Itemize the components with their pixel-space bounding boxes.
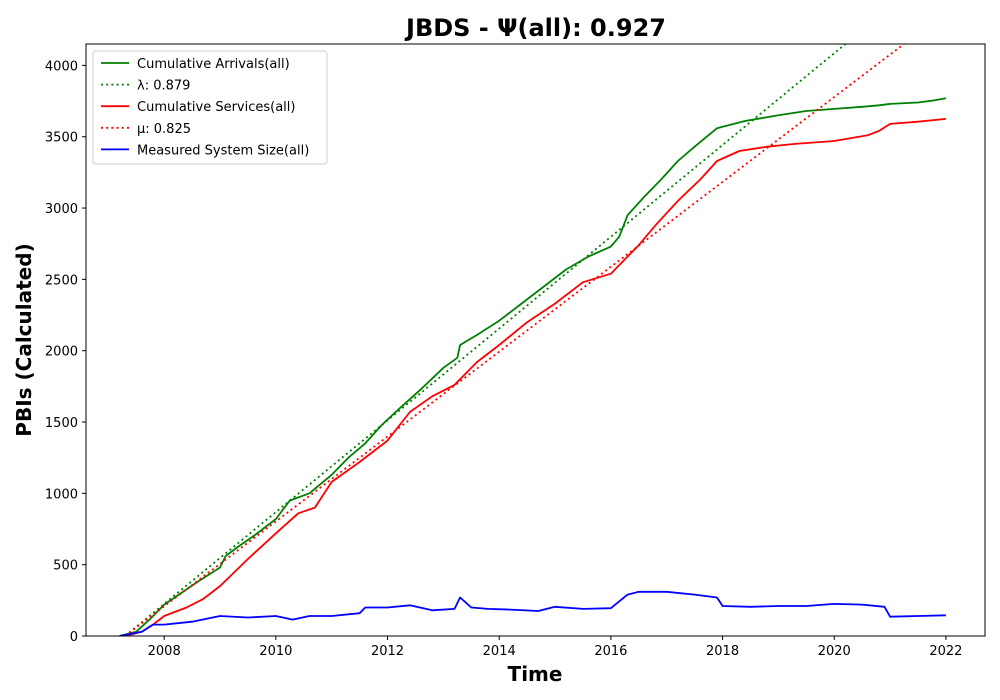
y-axis: 0 500 1000 1500 2000 2500 3000 3500 4000 [45, 59, 86, 645]
legend-label: Measured System Size(all) [137, 143, 309, 158]
y-tick-label: 2000 [45, 345, 78, 360]
series-layer [119, 44, 947, 636]
x-axis: 2008 2010 2012 2014 2016 2018 2020 2022 [148, 636, 962, 659]
series-line-2 [124, 118, 946, 636]
y-tick-label: 1000 [45, 487, 78, 502]
x-tick-label: 2010 [259, 644, 292, 659]
y-tick-label: 0 [70, 630, 78, 645]
y-tick-label: 2500 [45, 273, 78, 288]
x-axis-label: Time [508, 662, 563, 686]
series-line-0 [119, 97, 947, 636]
plot-frame [85, 43, 986, 637]
legend: Cumulative Arrivals(all) λ: 0.879 Cumulati… [92, 50, 328, 165]
series-line-3 [124, 44, 905, 636]
x-tick-label: 2012 [371, 644, 404, 659]
x-tick-label: 2020 [818, 644, 851, 659]
y-tick-label: 4000 [45, 59, 78, 74]
y-tick-label: 1500 [45, 416, 78, 431]
series-line-4 [119, 590, 946, 636]
legend-label: Cumulative Arrivals(all) [137, 57, 290, 72]
x-tick-label: 2008 [148, 644, 181, 659]
legend-label: μ: 0.825 [137, 122, 191, 137]
y-tick-label: 3500 [45, 131, 78, 146]
x-tick-label: 2018 [706, 644, 739, 659]
y-tick-label: 3000 [45, 202, 78, 217]
legend-label: Cumulative Services(all) [137, 100, 295, 115]
x-tick-label: 2016 [594, 644, 627, 659]
chart-title: JBDS - Ψ(all): 0.927 [404, 14, 666, 42]
legend-label: λ: 0.879 [137, 79, 190, 94]
legend-box [92, 50, 328, 165]
x-tick-label: 2014 [483, 644, 516, 659]
y-axis-label: PBIs (Calculated) [12, 243, 36, 436]
y-tick-label: 500 [53, 559, 78, 574]
x-tick-label: 2022 [929, 644, 962, 659]
